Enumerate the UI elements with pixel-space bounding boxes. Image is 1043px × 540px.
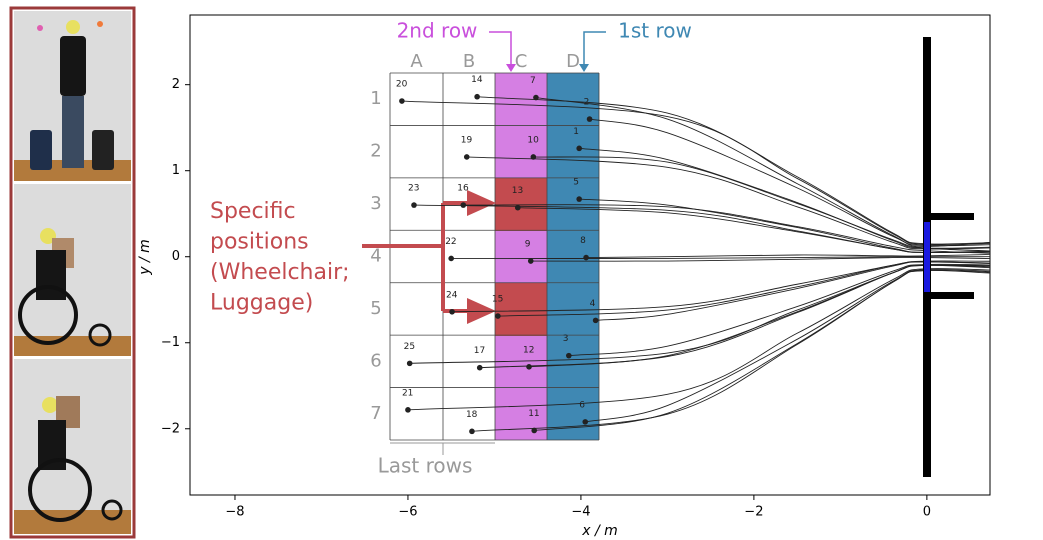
door-post [927, 213, 974, 220]
pedestrian-id: 21 [402, 388, 413, 398]
first-row-label: 1st row [618, 19, 692, 43]
start-position [587, 116, 593, 122]
pedestrian-id: 25 [404, 342, 415, 352]
first-row-arrowhead [579, 64, 589, 72]
seat-grid [390, 73, 599, 440]
pedestrian-id: 12 [523, 345, 534, 355]
start-position [448, 256, 454, 262]
door-opening [924, 222, 930, 292]
door-post [927, 292, 974, 299]
note-arrowhead [467, 190, 496, 216]
start-position [533, 95, 539, 101]
pedestrian-id: 5 [573, 178, 579, 188]
last-rows-label: Last rows [378, 454, 473, 478]
seat-row-label: 3 [370, 193, 381, 214]
pedestrian-id: 2 [584, 98, 590, 108]
pedestrian-id: 16 [457, 184, 469, 194]
start-position [528, 258, 534, 264]
y-tick-label: −1 [161, 335, 180, 350]
start-position [526, 364, 532, 370]
pedestrian-id: 23 [408, 184, 419, 194]
x-tick-label: −4 [571, 505, 590, 520]
start-position [474, 94, 480, 100]
x-tick-label: −2 [744, 505, 763, 520]
start-position [411, 202, 417, 208]
pedestrian-id: 7 [530, 76, 536, 86]
y-axis-label: y / m [137, 239, 153, 276]
pedestrian-id: 14 [471, 75, 483, 85]
start-position [582, 419, 588, 425]
trajectory [590, 119, 1040, 246]
pedestrian-id: 15 [492, 295, 503, 305]
pedestrian-id: 18 [466, 410, 478, 420]
pedestrian-id: 17 [474, 346, 485, 356]
seat-row-label: 6 [370, 350, 381, 371]
y-tick-label: 0 [172, 249, 180, 264]
note-text: Luggage) [210, 291, 313, 316]
note-text: (Wheelchair; [210, 260, 350, 285]
special-seat [495, 283, 547, 336]
start-position [449, 309, 455, 315]
seat-column-label: A [410, 51, 423, 72]
pedestrian-id: 13 [512, 186, 523, 196]
seat-row-label: 4 [370, 246, 381, 267]
start-position [399, 98, 405, 104]
seat-column-label: D [566, 51, 580, 72]
note-text: positions [210, 230, 309, 255]
seat-row-label: 1 [370, 88, 381, 109]
second-row-pointer [489, 32, 511, 66]
start-position [469, 429, 475, 435]
start-position [531, 428, 537, 434]
start-position [576, 196, 582, 202]
start-position [477, 365, 483, 371]
start-position [405, 407, 411, 413]
pedestrian-id: 1 [573, 127, 579, 137]
start-position [515, 205, 521, 211]
x-tick-label: −8 [225, 505, 244, 520]
x-tick-label: −6 [398, 505, 417, 520]
y-tick-label: 1 [172, 163, 180, 178]
y-tick-label: 2 [172, 77, 180, 92]
first-row-pointer [584, 32, 606, 66]
x-tick-label: 0 [923, 505, 931, 520]
start-position [460, 202, 466, 208]
pedestrian-id: 3 [563, 334, 569, 344]
photo-luggage [14, 11, 131, 181]
seat-row-label: 2 [370, 141, 381, 162]
photo-wheelchair-side [14, 359, 131, 534]
photo-panel [11, 8, 134, 537]
figure: −8−6−4−20−2−1012 x / m y / m ABCD1234567… [0, 0, 1043, 540]
pedestrian-id: 4 [590, 299, 596, 309]
start-position [576, 146, 582, 152]
seat-row-label: 5 [370, 298, 381, 319]
trajectory [536, 98, 1039, 247]
pedestrian-id: 20 [396, 80, 408, 90]
pedestrian-id: 19 [461, 135, 473, 145]
second-row-column [495, 73, 547, 440]
pedestrian-id: 24 [446, 290, 458, 300]
x-axis-label: x / m [581, 523, 618, 539]
seat-column-label: C [515, 51, 528, 72]
start-position [495, 313, 501, 319]
start-position [531, 154, 537, 160]
seat-row-label: 7 [370, 403, 381, 424]
start-position [407, 361, 413, 367]
photo-wheelchair-front [14, 184, 131, 356]
second-row-label: 2nd row [397, 19, 478, 43]
pedestrian-id: 22 [445, 237, 456, 247]
y-tick-label: −2 [161, 421, 180, 436]
pedestrian-id: 8 [580, 236, 586, 246]
note-text: Specific [210, 199, 296, 224]
start-position [464, 154, 470, 160]
pedestrian-id: 10 [527, 135, 539, 145]
seat-column-label: B [463, 51, 475, 72]
start-position [583, 255, 589, 261]
start-position [593, 318, 599, 324]
pedestrian-id: 9 [525, 240, 531, 250]
pedestrian-id: 6 [579, 400, 585, 410]
start-position [566, 353, 572, 359]
pedestrian-id: 11 [528, 409, 539, 419]
